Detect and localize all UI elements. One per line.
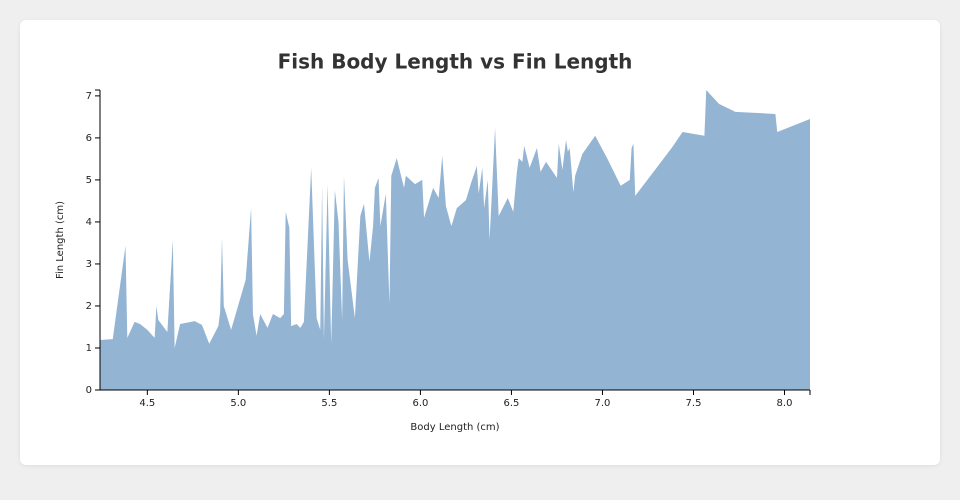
x-tick-label: 6.0 <box>412 398 428 409</box>
y-tick-label: 4 <box>86 217 92 228</box>
y-tick-label: 6 <box>86 133 92 144</box>
y-tick-label: 0 <box>86 385 92 396</box>
y-tick-label: 5 <box>86 175 92 186</box>
x-tick-label: 5.0 <box>230 398 246 409</box>
area <box>100 90 810 390</box>
y-tick-label: 7 <box>86 91 92 102</box>
x-tick-label: 7.5 <box>686 398 702 409</box>
x-tick-label: 8.0 <box>777 398 793 409</box>
y-tick-label: 3 <box>86 259 92 270</box>
y-tick-label: 1 <box>86 343 92 354</box>
x-tick-label: 7.0 <box>595 398 611 409</box>
x-tick-label: 5.5 <box>321 398 337 409</box>
chart-title: Fish Body Length vs Fin Length <box>278 50 633 74</box>
y-axis-label: Fin Length (cm) <box>55 201 66 279</box>
y-tick-label: 2 <box>86 301 92 312</box>
x-tick-label: 6.5 <box>503 398 519 409</box>
x-tick-label: 4.5 <box>139 398 155 409</box>
x-axis-label: Body Length (cm) <box>410 422 499 433</box>
